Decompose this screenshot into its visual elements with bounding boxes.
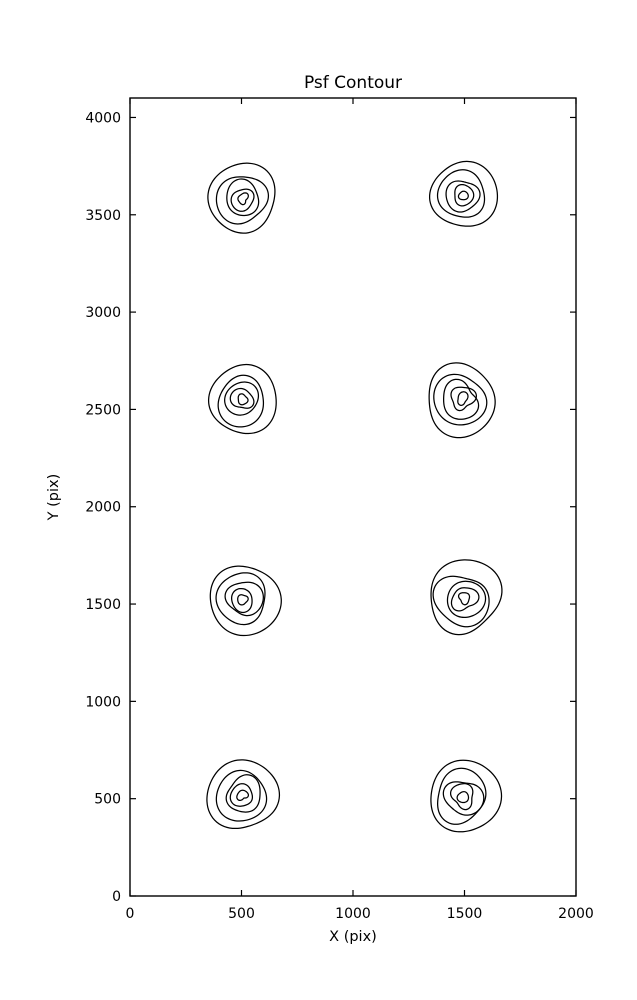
contour-level-1 bbox=[217, 374, 265, 428]
contour-level-1 bbox=[215, 572, 266, 626]
psf-source-contour bbox=[207, 162, 276, 234]
contour-level-0 bbox=[209, 565, 282, 637]
contour-level-1 bbox=[436, 767, 487, 825]
contour-level-0 bbox=[207, 363, 277, 435]
contour-level-4 bbox=[237, 192, 249, 206]
contour-level-4 bbox=[237, 393, 249, 406]
psf-source-contour bbox=[430, 559, 503, 636]
y-tick-label: 0 bbox=[112, 889, 121, 905]
y-axis-tick-marks bbox=[130, 116, 576, 897]
y-axis-tick-labels: 0 500 1000 1500 2000 2500 3000 3500 4000 bbox=[85, 110, 121, 905]
contour-level-0 bbox=[428, 362, 496, 439]
contour-level-3 bbox=[230, 188, 255, 212]
contour-level-1 bbox=[436, 169, 486, 218]
y-tick-label: 1500 bbox=[85, 597, 121, 613]
contour-level-4 bbox=[457, 391, 469, 406]
y-axis-label: Y (pix) bbox=[46, 474, 62, 522]
contour-level-0 bbox=[430, 759, 503, 833]
y-tick-label: 1000 bbox=[85, 694, 121, 710]
y-tick-label: 500 bbox=[94, 792, 121, 808]
contour-level-2 bbox=[445, 180, 481, 213]
contour-level-2 bbox=[446, 580, 487, 619]
contour-level-2 bbox=[443, 378, 480, 420]
contour-level-4 bbox=[457, 592, 471, 606]
contour-level-4 bbox=[457, 190, 469, 201]
x-tick-label: 2000 bbox=[558, 906, 594, 922]
contour-level-2 bbox=[224, 381, 260, 416]
y-tick-label: 4000 bbox=[85, 110, 121, 126]
y-tick-label: 3000 bbox=[85, 305, 121, 321]
psf-source-contour bbox=[209, 565, 282, 637]
contour-level-2 bbox=[226, 178, 260, 217]
contour-level-2 bbox=[225, 774, 261, 813]
contour-level-4 bbox=[456, 790, 470, 804]
contour-level-3 bbox=[231, 587, 253, 614]
x-tick-label: 1000 bbox=[335, 906, 371, 922]
x-axis-label: X (pix) bbox=[329, 929, 377, 945]
psf-source-contour bbox=[430, 759, 503, 833]
contour-level-3 bbox=[229, 783, 254, 807]
contour-level-3 bbox=[229, 387, 255, 409]
contour-level-0 bbox=[206, 759, 281, 830]
contour-level-4 bbox=[237, 594, 249, 606]
x-axis-tick-marks bbox=[129, 98, 577, 896]
contour-level-0 bbox=[207, 162, 276, 234]
contour-layer bbox=[206, 160, 503, 833]
y-tick-label: 2500 bbox=[85, 402, 121, 418]
contour-level-1 bbox=[215, 176, 270, 225]
contour-level-2 bbox=[442, 781, 485, 816]
contour-level-0 bbox=[430, 559, 503, 636]
chart-title: Psf Contour bbox=[304, 73, 402, 93]
contour-level-0 bbox=[428, 160, 499, 227]
contour-level-1 bbox=[433, 373, 488, 426]
x-tick-label: 0 bbox=[126, 906, 135, 922]
contour-level-1 bbox=[432, 575, 490, 628]
psf-source-contour bbox=[428, 362, 496, 439]
contour-level-3 bbox=[450, 386, 478, 412]
contour-level-1 bbox=[215, 769, 268, 822]
x-tick-label: 1500 bbox=[447, 906, 483, 922]
contour-level-3 bbox=[449, 783, 474, 811]
contour-level-3 bbox=[450, 587, 480, 612]
axes-frame bbox=[129, 97, 577, 897]
contour-level-4 bbox=[236, 789, 250, 802]
psf-source-contour bbox=[207, 363, 277, 435]
y-tick-label: 2000 bbox=[85, 500, 121, 516]
psf-source-contour bbox=[206, 759, 281, 830]
psf-source-contour bbox=[428, 160, 499, 227]
x-tick-label: 500 bbox=[228, 906, 255, 922]
contour-level-2 bbox=[224, 581, 264, 617]
y-tick-label: 3500 bbox=[85, 208, 121, 224]
x-axis-tick-labels: 0 500 1000 1500 2000 bbox=[126, 906, 594, 922]
contour-level-3 bbox=[454, 183, 475, 207]
